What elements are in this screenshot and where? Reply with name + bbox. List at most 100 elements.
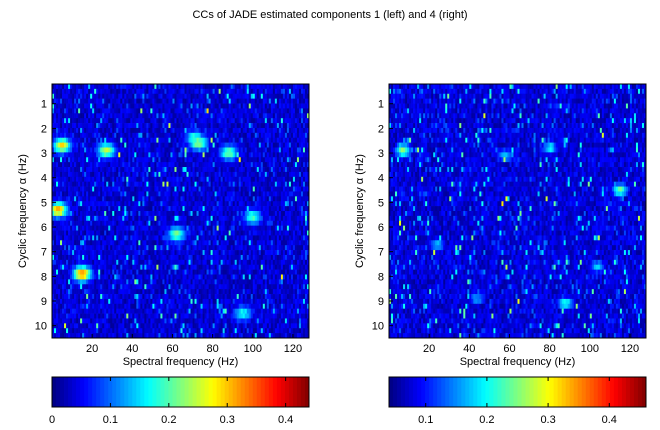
heatmap-cell xyxy=(144,269,147,275)
heatmap-cell xyxy=(174,142,177,148)
heatmap-cell xyxy=(206,269,209,275)
heatmap-cell xyxy=(198,250,201,256)
heatmap-cell xyxy=(54,215,57,222)
heatmap-cell xyxy=(224,259,228,266)
heatmap-cell xyxy=(166,245,169,251)
heatmap-cell xyxy=(280,245,284,251)
heatmap-cell xyxy=(254,225,258,231)
heatmap-cell xyxy=(226,211,230,217)
heatmap-cell xyxy=(222,201,226,207)
heatmap-cell xyxy=(182,259,185,266)
heatmap-cell xyxy=(192,157,195,163)
heatmap-cell xyxy=(122,245,125,251)
heatmap-cell xyxy=(120,98,123,104)
heatmap-cell xyxy=(218,171,222,178)
heatmap-cell xyxy=(224,211,228,217)
heatmap-cell xyxy=(54,162,57,168)
heatmap-cell xyxy=(258,88,262,95)
heatmap-cell xyxy=(230,147,234,153)
heatmap-cell xyxy=(144,196,147,202)
heatmap-cell xyxy=(96,230,99,236)
heatmap-cell xyxy=(126,147,129,153)
heatmap-cell xyxy=(174,254,177,261)
heatmap-cell xyxy=(136,235,139,241)
heatmap-cell xyxy=(176,147,179,153)
heatmap-cell xyxy=(98,137,101,143)
heatmap-cell xyxy=(198,123,201,129)
heatmap-cell xyxy=(192,118,195,124)
heatmap-cell xyxy=(286,167,290,173)
heatmap-cell xyxy=(62,171,65,178)
heatmap-cell xyxy=(206,103,209,109)
heatmap-cell xyxy=(246,201,250,207)
heatmap-cell xyxy=(118,186,121,192)
heatmap-cell xyxy=(64,181,67,187)
heatmap-cell xyxy=(92,123,95,129)
heatmap-cell xyxy=(190,84,193,90)
heatmap-cell xyxy=(212,98,215,104)
heatmap-cell xyxy=(292,132,296,139)
heatmap-cell xyxy=(110,113,113,119)
heatmap-cell xyxy=(260,201,264,207)
heatmap-cell xyxy=(290,171,294,178)
heatmap-cell xyxy=(74,264,77,270)
heatmap-cell xyxy=(84,211,87,217)
heatmap-cell xyxy=(286,118,290,124)
heatmap-cell xyxy=(244,250,248,256)
heatmap-cell xyxy=(160,245,163,251)
heatmap-cell xyxy=(160,201,163,207)
heatmap-cell xyxy=(266,123,270,129)
heatmap-cell xyxy=(220,201,224,207)
heatmap-cell xyxy=(252,264,256,270)
heatmap-cell xyxy=(96,206,99,212)
heatmap-cell xyxy=(254,196,258,202)
heatmap-cell xyxy=(84,254,87,261)
heatmap-cell xyxy=(196,254,199,261)
heatmap-cell xyxy=(306,123,310,129)
heatmap-cell xyxy=(240,196,244,202)
heatmap-cell xyxy=(142,137,145,143)
heatmap-cell xyxy=(154,88,157,95)
heatmap-cell xyxy=(296,264,300,270)
heatmap-cell xyxy=(188,162,191,168)
heatmap-cell xyxy=(306,235,310,241)
heatmap-cell xyxy=(258,98,262,104)
heatmap-cell xyxy=(194,171,197,178)
heatmap-cell xyxy=(148,171,151,178)
heatmap-cell xyxy=(182,176,185,183)
heatmap-cell xyxy=(220,206,224,212)
heatmap-cell xyxy=(266,215,270,222)
heatmap-cell xyxy=(66,98,69,104)
heatmap-cell xyxy=(236,211,240,217)
heatmap-cell xyxy=(96,152,99,158)
heatmap-cell xyxy=(224,123,228,129)
heatmap-cell xyxy=(78,103,81,109)
heatmap-cell xyxy=(112,132,115,139)
heatmap-cell xyxy=(246,167,250,173)
heatmap-cell xyxy=(274,123,278,129)
heatmap-cell xyxy=(256,201,260,207)
heatmap-cell xyxy=(224,88,228,95)
heatmap-cell xyxy=(170,220,173,226)
heatmap-cell xyxy=(216,235,219,241)
heatmap-cell xyxy=(74,118,77,124)
heatmap-cell xyxy=(154,250,157,256)
heatmap-cell xyxy=(128,215,131,222)
heatmap-cell xyxy=(224,176,228,183)
heatmap-cell xyxy=(94,88,97,95)
heatmap-cell xyxy=(186,240,189,246)
heatmap-cell xyxy=(200,269,203,275)
heatmap-cell xyxy=(158,127,161,134)
heatmap-cell xyxy=(94,147,97,153)
heatmap-cell xyxy=(116,230,119,236)
heatmap-cell xyxy=(208,103,211,109)
heatmap-cell xyxy=(196,123,199,129)
heatmap-cell xyxy=(80,98,83,104)
heatmap-cell xyxy=(306,162,310,168)
heatmap-cell xyxy=(82,250,85,256)
heatmap-cell xyxy=(130,132,133,139)
heatmap-cell xyxy=(140,157,143,163)
heatmap-cell xyxy=(242,191,246,197)
heatmap-cell xyxy=(268,254,272,261)
